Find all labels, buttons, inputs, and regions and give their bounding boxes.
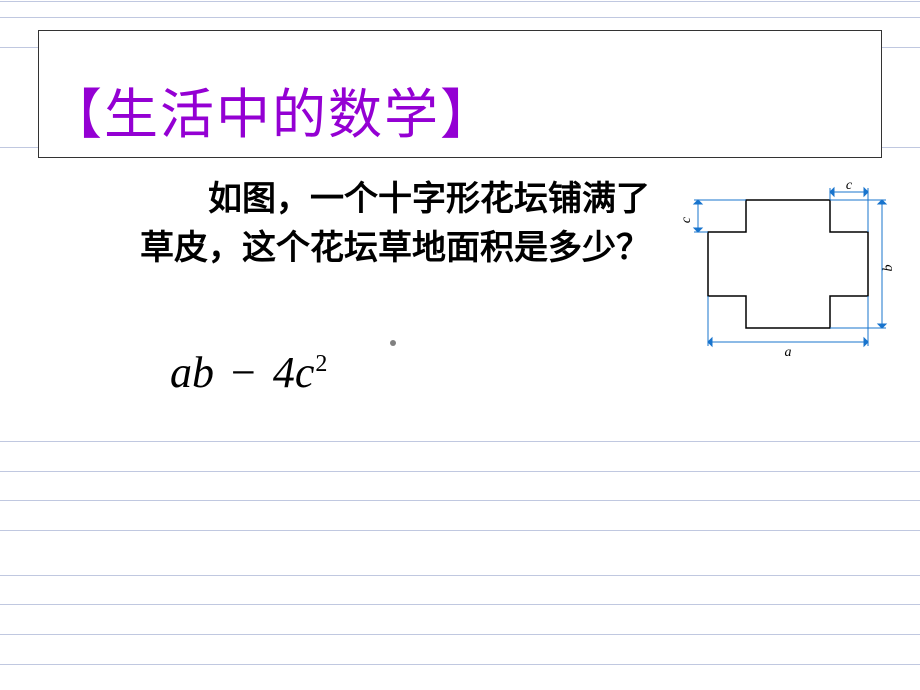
dimension-labels: c c b a bbox=[680, 180, 896, 360]
horizontal-rule bbox=[0, 664, 920, 665]
title-text: 生活中的数学 bbox=[104, 70, 440, 149]
formula-minus: − bbox=[231, 348, 256, 397]
horizontal-rule bbox=[0, 441, 920, 442]
formula: ab − 4c2 bbox=[170, 347, 327, 398]
horizontal-rule bbox=[0, 604, 920, 605]
horizontal-rule bbox=[0, 471, 920, 472]
diagram-shape bbox=[708, 200, 868, 328]
horizontal-rule bbox=[0, 575, 920, 576]
horizontal-rule bbox=[0, 634, 920, 635]
horizontal-rule bbox=[0, 530, 920, 531]
formula-ab: ab bbox=[170, 348, 214, 397]
horizontal-rule bbox=[0, 1, 920, 2]
label-c-side: c bbox=[680, 216, 694, 223]
dimension-lines bbox=[694, 188, 886, 346]
cross-diagram: c c b a bbox=[680, 180, 900, 365]
problem-text: 如图，一个十字形花坛铺满了草皮，这个花坛草地面积是多少？ bbox=[140, 175, 670, 274]
title-close-bracket: 】 bbox=[440, 70, 496, 149]
formula-c: c bbox=[295, 348, 315, 397]
formula-4: 4 bbox=[273, 348, 295, 397]
formula-exp: 2 bbox=[315, 351, 327, 377]
horizontal-rule bbox=[0, 500, 920, 501]
horizontal-rule bbox=[0, 17, 920, 18]
label-a: a bbox=[785, 345, 792, 360]
bullet-point bbox=[390, 340, 396, 346]
page-title: 【 生活中的数学 】 bbox=[48, 70, 496, 149]
title-open-bracket: 【 bbox=[48, 70, 104, 149]
label-b: b bbox=[881, 265, 896, 272]
label-c-top: c bbox=[846, 180, 853, 193]
